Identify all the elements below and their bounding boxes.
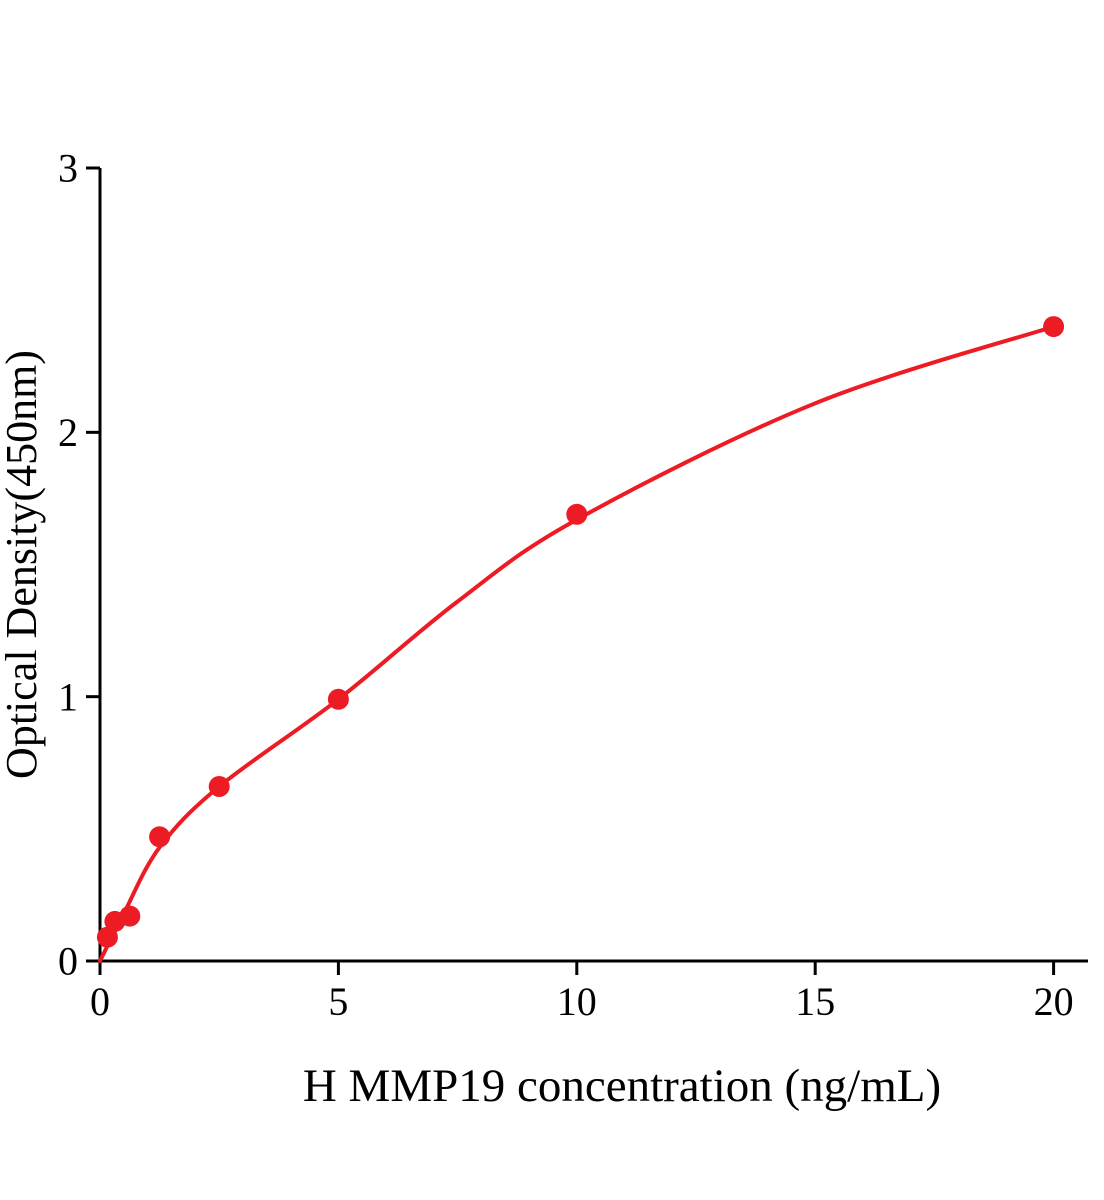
y-tick-label: 2 <box>58 410 78 455</box>
x-tick-label: 10 <box>557 979 597 1024</box>
y-axis-title: Optical Density(450nm) <box>0 350 46 779</box>
x-tick-label: 0 <box>90 979 110 1024</box>
data-point <box>327 688 349 710</box>
data-point <box>1043 316 1065 338</box>
y-tick-label: 3 <box>58 146 78 191</box>
data-point <box>208 776 230 797</box>
y-tick-label: 1 <box>58 674 78 719</box>
data-point <box>119 905 141 927</box>
x-tick-label: 15 <box>795 979 835 1024</box>
fit-curve <box>98 324 1056 963</box>
x-tick-label: 5 <box>328 979 348 1024</box>
data-point <box>566 503 588 525</box>
data-point <box>149 826 171 848</box>
x-axis-title: H MMP19 concentration (ng/mL) <box>303 1060 941 1112</box>
data-point <box>96 926 118 948</box>
x-tick-label: 20 <box>1034 979 1074 1024</box>
y-tick-label: 0 <box>58 939 78 984</box>
